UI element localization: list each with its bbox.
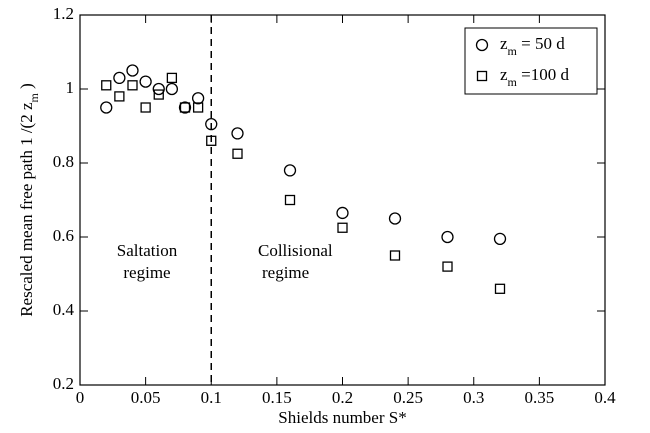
y-tick-label: 0.8 (53, 152, 74, 171)
x-tick-label: 0.4 (594, 388, 616, 407)
data-point (336, 206, 349, 220)
data-point (127, 80, 138, 91)
legend-marker (476, 70, 488, 82)
annotation: Saltation (117, 241, 178, 260)
data-point (139, 75, 152, 88)
annotation: regime (123, 263, 170, 282)
legend-marker (475, 38, 489, 52)
data-point (206, 135, 217, 146)
legend-label: zm =100 d (500, 65, 569, 89)
y-tick-label: 1.2 (53, 4, 74, 23)
data-point (388, 212, 402, 225)
data-point (493, 232, 507, 246)
x-tick-label: 0.3 (463, 388, 484, 407)
data-point (166, 72, 178, 84)
x-tick-label: 0.35 (525, 388, 555, 407)
x-tick-label: 0.2 (332, 388, 353, 407)
data-point (101, 80, 112, 91)
y-tick-label: 0.4 (53, 300, 75, 319)
data-point (179, 102, 191, 113)
legend-label: zm = 50 d (500, 34, 565, 58)
annotation: regime (262, 263, 309, 282)
data-point (283, 164, 297, 177)
x-tick-label: 0.1 (201, 388, 222, 407)
data-point (178, 101, 192, 114)
x-tick-label: 0.15 (262, 388, 292, 407)
data-point (191, 92, 205, 105)
legend-box (464, 27, 598, 95)
annotation: Collisional (258, 241, 333, 260)
data-point (205, 118, 218, 131)
data-point (441, 230, 454, 244)
data-point (153, 89, 164, 100)
x-tick-label: 0.25 (393, 388, 423, 407)
data-point (192, 102, 204, 113)
data-point (152, 82, 165, 96)
y-tick-label: 0.2 (53, 374, 74, 393)
data-point (442, 261, 453, 272)
data-point (114, 91, 125, 102)
y-axis-label: Rescaled mean free path 1 /(2 zm ) (17, 83, 41, 317)
data-point (113, 71, 126, 85)
y-tick-label: 0.6 (53, 226, 74, 245)
data-point (140, 102, 151, 113)
data-point (232, 148, 243, 159)
y-tick-label: 1 (66, 78, 75, 97)
x-tick-label: 0 (76, 388, 85, 407)
data-point (126, 64, 139, 77)
data-point (284, 194, 296, 206)
x-axis-label: Shields number S* (278, 408, 406, 427)
data-point (389, 250, 401, 261)
data-point (100, 101, 113, 114)
x-tick-label: 0.05 (131, 388, 161, 407)
data-point (231, 127, 244, 140)
data-point (337, 222, 348, 233)
data-point (165, 82, 179, 96)
data-point (494, 283, 506, 294)
